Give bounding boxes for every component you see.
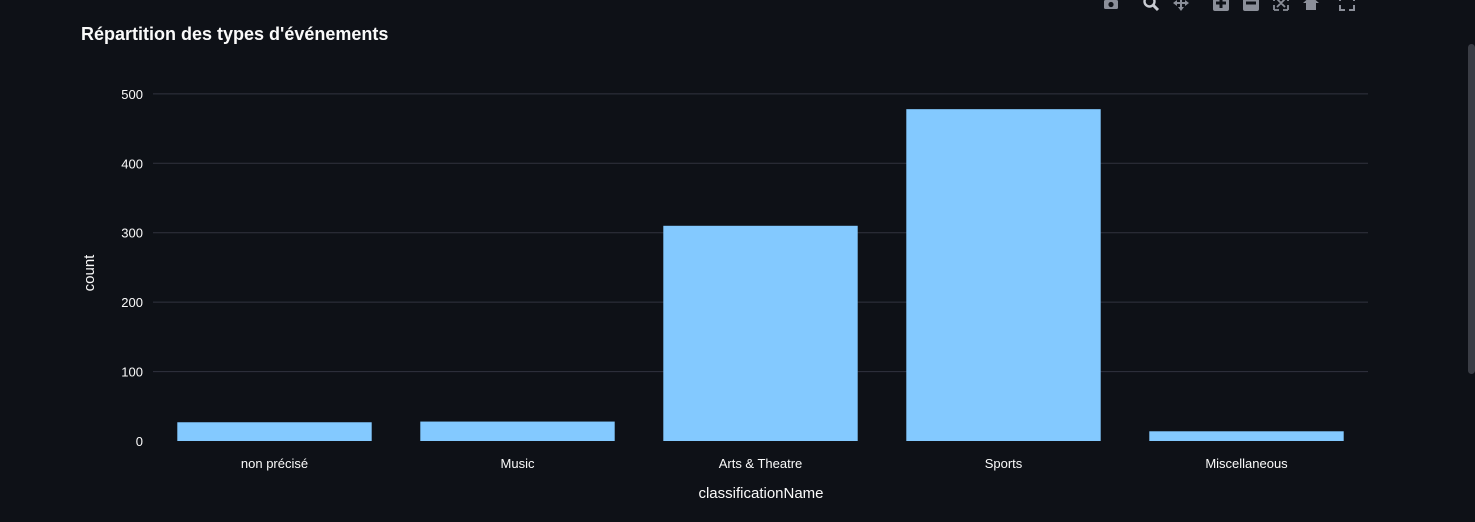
reset-axes-icon[interactable] <box>1302 0 1320 12</box>
camera-icon[interactable] <box>1102 0 1120 12</box>
y-tick-label: 400 <box>121 156 143 171</box>
bar-miscellaneous[interactable] <box>1149 431 1344 441</box>
plot-modebar <box>1100 0 1370 14</box>
y-tick-labels: 0 100 200 300 400 500 <box>121 87 143 449</box>
bar-sports[interactable] <box>906 109 1101 442</box>
x-tick-label: Music <box>501 456 535 471</box>
x-tick-label: Arts & Theatre <box>719 456 803 471</box>
y-axis-title: count <box>81 254 98 292</box>
x-tick-labels: non précisé Music Arts & Theatre Sports Misc… <box>241 456 1288 471</box>
x-tick-label: Miscellaneous <box>1205 456 1288 471</box>
y-tick-label: 300 <box>121 226 143 241</box>
bar-non-pr-cis-[interactable] <box>177 422 372 441</box>
pan-icon[interactable] <box>1172 0 1190 12</box>
zoom-in-icon[interactable] <box>1212 0 1230 12</box>
zoom-icon[interactable] <box>1142 0 1160 12</box>
bar-arts-theatre[interactable] <box>663 225 858 441</box>
y-tick-label: 200 <box>121 295 143 310</box>
x-tick-label: non précisé <box>241 456 308 471</box>
y-tick-label: 100 <box>121 365 143 380</box>
x-axis-title: classificationName <box>698 485 823 502</box>
zoom-out-icon[interactable] <box>1242 0 1260 12</box>
x-tick-label: Sports <box>985 456 1023 471</box>
y-tick-label: 0 <box>136 434 143 449</box>
chart-title: Répartition des types d'événements <box>81 24 389 44</box>
bar-music[interactable] <box>420 421 615 441</box>
bars <box>177 109 1344 442</box>
autoscale-icon[interactable] <box>1272 0 1290 12</box>
y-tick-label: 500 <box>121 87 143 102</box>
page-scrollbar[interactable] <box>1468 44 1475 374</box>
